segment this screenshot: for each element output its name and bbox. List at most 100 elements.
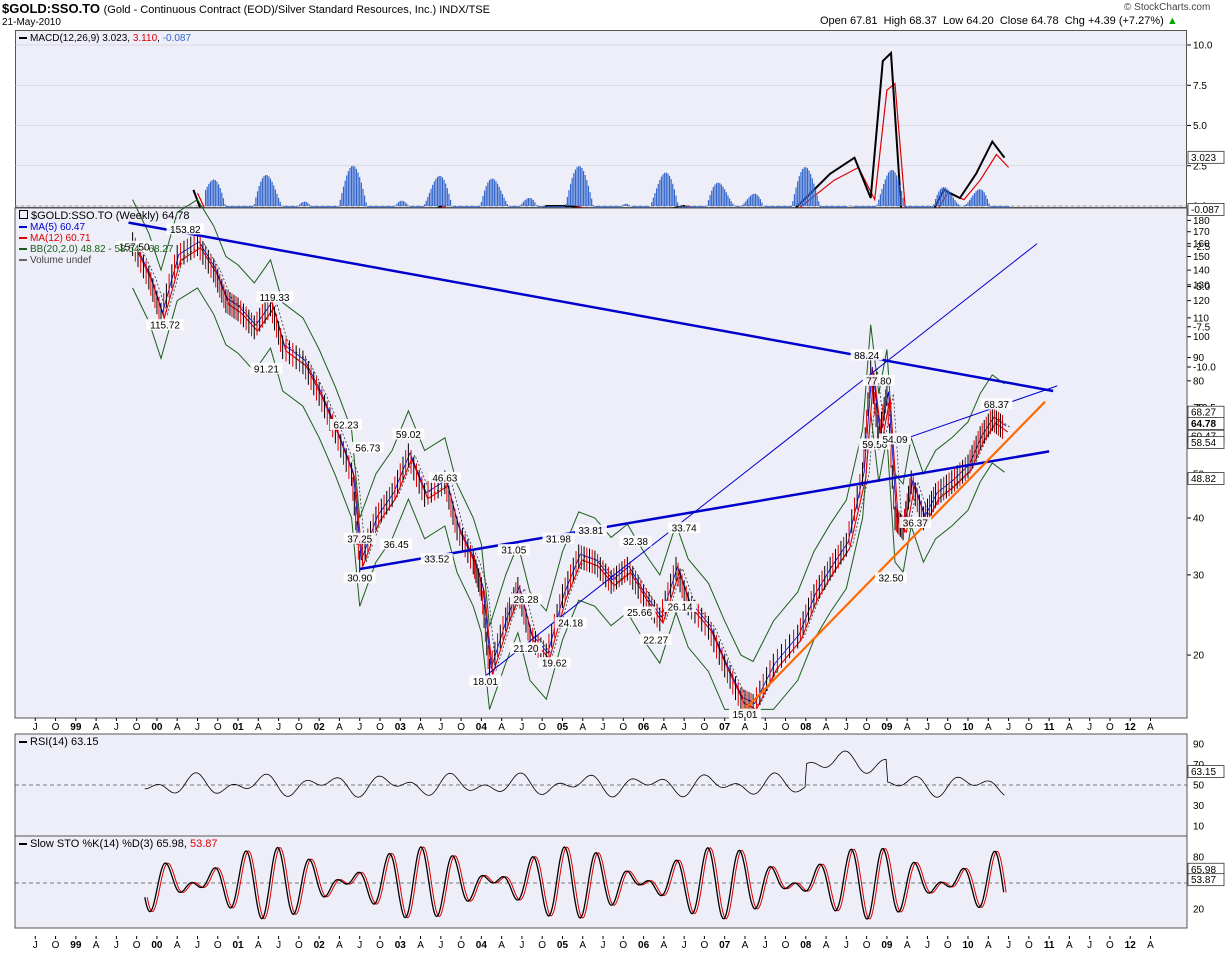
- change-value: Chg +4.39 (+7.27%): [1064, 15, 1164, 27]
- x-axis-bottom-tick-label: 05: [557, 940, 569, 951]
- price-annotation: 26.14: [668, 603, 693, 614]
- x-axis-bottom-tick-label: A: [1066, 940, 1073, 951]
- macd-tick-label: 7.5: [1193, 81, 1207, 92]
- price-tick-label: 130: [1193, 280, 1210, 291]
- price-tick-label: 180: [1193, 216, 1210, 227]
- x-axis-top-tick-label: 09: [881, 722, 893, 733]
- x-axis-bottom-tick-label: A: [417, 940, 424, 951]
- macd-badge-box: [1187, 150, 1225, 164]
- x-axis-top-tick-label: J: [114, 722, 119, 733]
- macd-hist-badge-box: [1187, 203, 1225, 216]
- x-axis-top-tick-label: 07: [719, 722, 731, 733]
- x-axis-bottom-tick-label: O: [457, 940, 465, 951]
- ma5-line: [133, 241, 1007, 705]
- price-annotation: 24.18: [558, 619, 583, 630]
- rsi-badge-box: [1187, 765, 1225, 778]
- annotation-bg: [619, 535, 652, 547]
- annotation-bg: [255, 291, 294, 303]
- chart-date: 21-May-2010: [2, 17, 61, 28]
- price-annotation: 115.72: [150, 321, 180, 332]
- x-axis-bottom-tick-label: J: [925, 940, 930, 951]
- x-axis-bottom-tick-label: J: [276, 940, 281, 951]
- x-axis-top-tick-label: O: [944, 722, 952, 733]
- x-axis-bottom-tick-label: O: [133, 940, 141, 951]
- x-axis-top-tick-label: 01: [232, 722, 244, 733]
- x-axis-top-tick-label: A: [336, 722, 343, 733]
- x-axis-bottom-tick-label: 02: [314, 940, 326, 951]
- macd-hist-badge: -0.087: [1191, 205, 1220, 216]
- ma5-label: MA(5) 60.47: [30, 222, 86, 233]
- price-annotation: 157.50: [119, 242, 150, 253]
- x-axis-bottom-tick-label: A: [742, 940, 749, 951]
- x-axis-top-tick-label: J: [1087, 722, 1092, 733]
- annotation-bg: [542, 532, 575, 544]
- sto-d-badge: 53.87: [1191, 875, 1216, 886]
- price-annotation: 88.24: [854, 351, 879, 362]
- price-tick-label: 140: [1193, 266, 1210, 277]
- resistance-trendline: [128, 221, 1054, 393]
- x-axis-bottom-tick-label: A: [498, 940, 505, 951]
- annotation-bg: [380, 538, 413, 550]
- x-axis-top-tick-label: 03: [395, 722, 407, 733]
- x-axis-top-tick-label: 05: [557, 722, 569, 733]
- price-annotation: 153.82: [170, 225, 201, 236]
- x-axis-bottom-tick-label: O: [701, 940, 709, 951]
- price-annotation: 59.02: [396, 430, 421, 441]
- annotation-bg: [874, 572, 907, 584]
- x-axis-top-tick-label: O: [295, 722, 303, 733]
- ohlc-readout: Open 67.81 High 68.37 Low 64.20 Close 64…: [820, 15, 1178, 27]
- price-legend: $GOLD:SSO.TO (Weekly) 64.78 MA(5) 60.47 …: [19, 210, 190, 266]
- x-axis-bottom-tick-label: 09: [881, 940, 893, 951]
- annotation-bg: [497, 544, 530, 556]
- price-badge: 48.82: [1191, 474, 1216, 485]
- sto-title: Slow STO %K(14) %D(3): [30, 838, 154, 850]
- x-axis-bottom-tick-label: A: [823, 940, 830, 951]
- price-annotation: 68.37: [984, 400, 1009, 411]
- sto-panel: [14, 835, 1188, 929]
- low-value: Low 64.20: [942, 15, 994, 27]
- annotation-bg: [351, 441, 384, 453]
- x-axis-top-tick-label: J: [844, 722, 849, 733]
- price-panel: [14, 207, 1188, 719]
- rsi-series: 63.15: [14, 733, 1225, 837]
- ma12-label: MA(12) 60.71: [30, 233, 91, 244]
- x-axis-bottom-tick-label: J: [519, 940, 524, 951]
- price-tick-label: 150: [1193, 252, 1210, 263]
- price-annotation: 32.38: [623, 537, 648, 548]
- annotation-bg: [862, 374, 895, 386]
- x-axis-bottom-tick-label: A: [985, 940, 992, 951]
- symbol: $GOLD:SSO.TO: [2, 1, 100, 16]
- annotation-bg: [980, 398, 1013, 410]
- x-axis-top-tick-label: A: [742, 722, 749, 733]
- x-axis-bottom-tick-label: J: [33, 940, 38, 951]
- macd-tick-label: 5.0: [1193, 121, 1207, 132]
- x-axis-bottom-tick-label: A: [336, 940, 343, 951]
- x-axis-top-tick-label: O: [863, 722, 871, 733]
- x-axis-bottom-tick-label: 10: [962, 940, 974, 951]
- x-axis-bottom-tick-label: O: [863, 940, 871, 951]
- price-annotation: 46.63: [432, 473, 457, 484]
- x-axis-bottom-tick-label: O: [538, 940, 546, 951]
- x-axis-top-tick-label: O: [1025, 722, 1033, 733]
- sto-tick-label: 80: [1193, 853, 1205, 864]
- annotation-bg: [420, 553, 453, 565]
- rsi-tick-label: 50: [1193, 781, 1205, 792]
- macd-title: MACD(12,26,9): [30, 33, 100, 44]
- x-axis-bottom-tick-label: O: [944, 940, 952, 951]
- annotation-bg: [879, 433, 912, 445]
- price-tick-label: 120: [1193, 296, 1210, 307]
- x-axis-top-tick-label: O: [782, 722, 790, 733]
- annotation-bg: [509, 593, 542, 605]
- x-axis-bottom-tick-label: A: [174, 940, 181, 951]
- x-axis-bottom-tick-label: J: [844, 940, 849, 951]
- price-annotation: 21.20: [513, 644, 538, 655]
- x-axis-bottom-tick-label: J: [114, 940, 119, 951]
- sto-tick-label: 20: [1193, 904, 1205, 915]
- x-axis-top-tick-label: J: [763, 722, 768, 733]
- price-annotation: 19.62: [542, 659, 567, 670]
- x-axis-bottom-tick-label: J: [438, 940, 443, 951]
- x-axis-bottom-tick-label: A: [255, 940, 262, 951]
- annotation-bg: [728, 708, 761, 720]
- x-axis-top-tick-label: J: [276, 722, 281, 733]
- macd-tick-label: -7.5: [1193, 322, 1211, 333]
